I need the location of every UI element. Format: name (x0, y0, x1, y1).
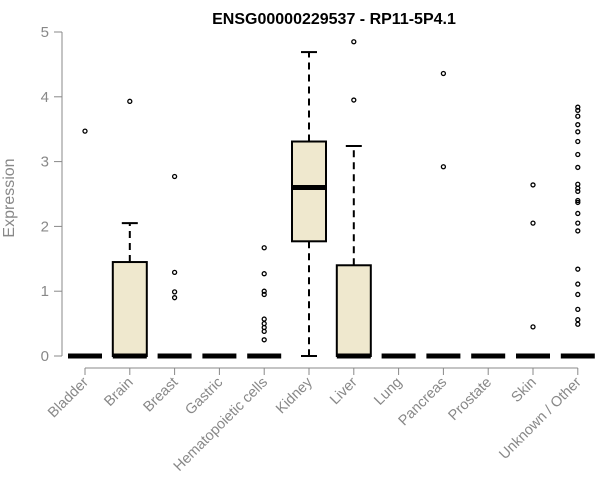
outlier-point (575, 107, 581, 114)
category-label: Pancreas (396, 375, 451, 430)
outlier-point (575, 291, 581, 298)
outlier-point (575, 197, 581, 204)
category-label: Brain (101, 375, 136, 410)
box-11 (560, 104, 595, 359)
outlier-point (575, 317, 581, 323)
outlier-point (351, 97, 357, 103)
box-4 (247, 245, 282, 359)
outlier-point (575, 188, 581, 195)
outlier-point (575, 281, 581, 287)
y-tick-label: 4 (41, 89, 49, 106)
outlier-point (261, 328, 267, 335)
outlier-point (575, 185, 581, 191)
boxes-group (68, 39, 595, 359)
box-iqr (291, 140, 327, 243)
y-axis-label: Expression (1, 158, 18, 237)
outlier-point (575, 210, 581, 217)
category-label: Breast (140, 375, 181, 416)
category-label: Unknown / Other (496, 374, 584, 462)
outlier-point (171, 269, 178, 276)
outlier-point (575, 151, 581, 158)
box-8 (426, 70, 461, 359)
outlier-point (171, 173, 178, 180)
outlier-point (575, 164, 581, 171)
y-tick-label: 0 (41, 348, 49, 365)
box-0 (68, 128, 102, 359)
outlier-point (575, 321, 581, 327)
category-label: Skin (509, 375, 540, 406)
y-tick-label: 2 (41, 218, 49, 235)
outlier-point (171, 289, 178, 295)
box-iqr (335, 264, 372, 357)
box-10 (516, 182, 550, 359)
outlier-point (575, 129, 581, 135)
category-label: Gastric (182, 375, 226, 419)
outlier-point (530, 324, 536, 330)
box-1 (111, 98, 148, 359)
outlier-point (127, 98, 133, 104)
outlier-point (530, 220, 536, 226)
outlier-point (575, 306, 581, 312)
y-tick-label: 5 (41, 24, 49, 41)
box-iqr (111, 261, 148, 358)
outlier-point (575, 266, 581, 272)
chart-title: ENSG00000229537 - RP11-5P4.1 (212, 11, 456, 28)
outlier-point (261, 291, 267, 298)
category-label: Kidney (273, 374, 316, 417)
outlier-point (351, 39, 357, 45)
category-label: Prostate (446, 375, 495, 424)
outlier-point (440, 164, 447, 170)
outlier-point (440, 70, 447, 77)
outlier-point (575, 228, 581, 234)
category-label: Bladder (45, 374, 92, 421)
box-6 (335, 39, 372, 359)
outlier-point (171, 295, 178, 301)
outlier-point (530, 182, 536, 188)
category-label: Liver (327, 374, 361, 408)
y-tick-label: 1 (41, 283, 49, 300)
outlier-point (575, 104, 581, 110)
outlier-point (575, 113, 581, 119)
outlier-point (261, 337, 267, 343)
outlier-point (575, 220, 581, 226)
outlier-point (575, 122, 581, 128)
outlier-point (575, 199, 581, 206)
outlier-point (261, 288, 267, 294)
box-5 (291, 51, 327, 357)
outlier-point (82, 128, 88, 134)
outlier-point (261, 245, 267, 251)
box-2 (157, 173, 192, 359)
outlier-point (261, 271, 267, 277)
y-tick-label: 3 (41, 154, 49, 171)
outlier-point (261, 316, 267, 322)
category-label: Lung (371, 375, 405, 409)
y-axis: 0 1 2 3 4 5 (41, 24, 63, 365)
outlier-point (575, 138, 581, 145)
